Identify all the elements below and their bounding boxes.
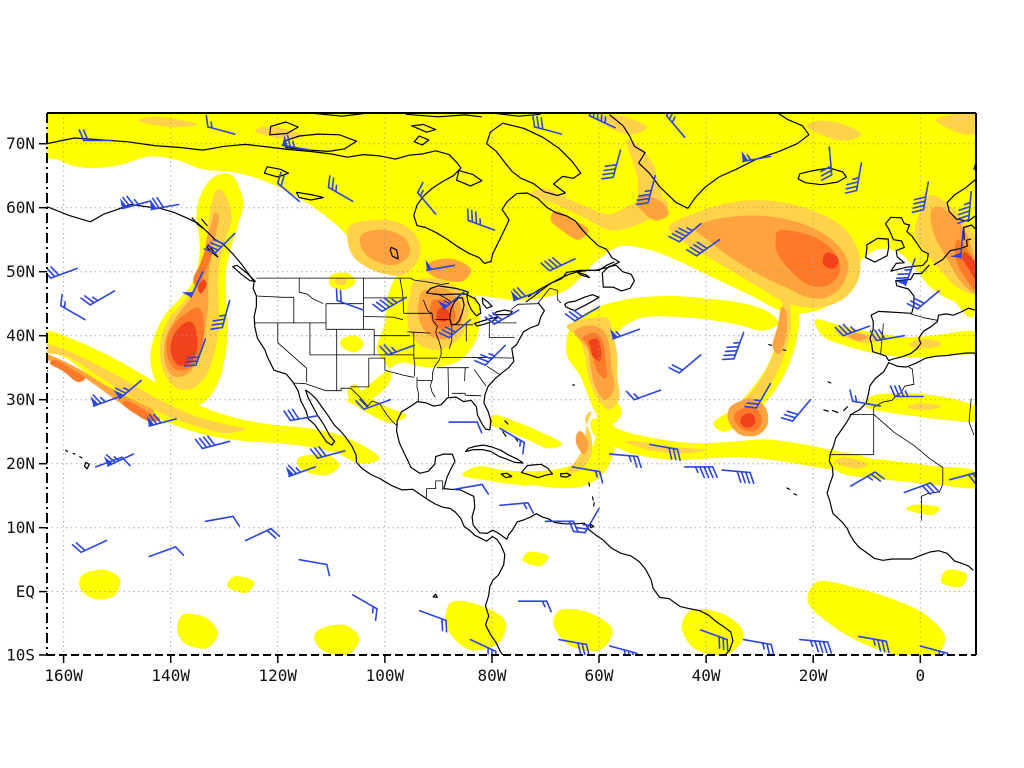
vort-brazil-east-yellow [681, 608, 744, 655]
vort-greenland-west-gold [625, 139, 664, 215]
vort-atl-eq-east-yellow [807, 580, 946, 655]
vorticity-shading [47, 113, 976, 655]
vort-atl-20n-band-yellow [590, 418, 878, 473]
vort-pacific-jet-band-yellow [47, 330, 380, 464]
vort-pacific-jet-band-gold [47, 343, 246, 434]
vort-natl-blob-red [822, 252, 839, 269]
lon-label: 20W [799, 666, 828, 685]
vort-nw-canada-gold [137, 116, 198, 128]
lat-label: 20N [6, 454, 35, 473]
vort-colombia-yellow [522, 551, 549, 567]
lat-label: 40N [6, 326, 35, 345]
vort-tropic-pac-1 [79, 569, 121, 600]
lat-label: 10N [6, 518, 35, 537]
vort-guinea-yellow [940, 569, 968, 587]
vort-africa-10n-yellow [906, 504, 940, 515]
vort-iberia-gold-b [909, 339, 942, 349]
vort-quebec-labrador-gold [529, 188, 669, 231]
vort-tropic-pac-3 [314, 624, 360, 655]
lon-label: 120W [259, 666, 298, 685]
vort-pacific-jet-band-orange [47, 354, 155, 416]
vort-hudson-s-orange [426, 258, 471, 282]
lon-label: 60W [585, 666, 614, 685]
lon-label: 160W [44, 666, 83, 685]
lon-label: 40W [692, 666, 721, 685]
vort-norway-corner-gold [936, 113, 976, 135]
vort-labrador-orange [550, 210, 589, 240]
lat-label: 60N [6, 198, 35, 217]
axis-ticks-labels: 70N 60N 50N 40N 30N 20N 10N EQ 10S 160W 140W 120W 10… [6, 134, 925, 685]
lon-label: 80W [478, 666, 507, 685]
vort-africa-sahel-band-yellow [830, 458, 976, 489]
vort-north-sea-deep [954, 239, 976, 292]
vort-africa-28n-gold [906, 403, 942, 410]
vort-caribbean-tail-orange [575, 431, 589, 455]
lat-label: 30N [6, 390, 35, 409]
lat-label: EQ [16, 582, 35, 601]
vort-atl-60w-vortex-red [588, 338, 602, 362]
graticule [47, 113, 976, 655]
vort-victoria-gold [255, 126, 305, 139]
vort-west-coast-comma-red [170, 321, 198, 366]
wind-barbs [47, 113, 976, 655]
vort-comma-neck-red [197, 279, 207, 294]
vort-montana-gold [334, 277, 347, 286]
vort-tropic-pac-2 [177, 613, 218, 649]
vort-subtrop-blob-red [740, 413, 756, 428]
vort-iberia-orange-dot [848, 333, 868, 341]
lon-label: 0 [915, 666, 925, 685]
lat-label: 50N [6, 262, 35, 281]
vort-azores-band-gold [728, 295, 792, 422]
lon-label: 140W [151, 666, 190, 685]
vort-natl-blob-deep [775, 230, 841, 287]
vort-midwest-red [436, 307, 450, 322]
vort-greenland-east-gold [807, 120, 862, 141]
vort-atl-60w-vortex-yellow [566, 295, 779, 424]
lat-label: 70N [6, 134, 35, 153]
vort-tropic-pac-4 [227, 576, 255, 594]
vort-north-sea-red [962, 252, 976, 281]
coastlines [47, 113, 976, 655]
vort-colorado-yellow [340, 335, 364, 353]
lat-label: 10S [6, 646, 35, 665]
vort-comma-neck-deep [193, 245, 213, 288]
vort-atl-20n-gold-b [834, 457, 868, 469]
vort-amazon-west-yellow [445, 600, 507, 651]
vort-caribbean-tail-gold [564, 410, 593, 475]
lon-label: 100W [366, 666, 405, 685]
vort-iberia-band-yellow [814, 319, 976, 358]
vort-azores-band-orange [772, 306, 788, 355]
vort-pacific-band-deep-west [49, 359, 86, 383]
map-frame [46, 112, 977, 656]
